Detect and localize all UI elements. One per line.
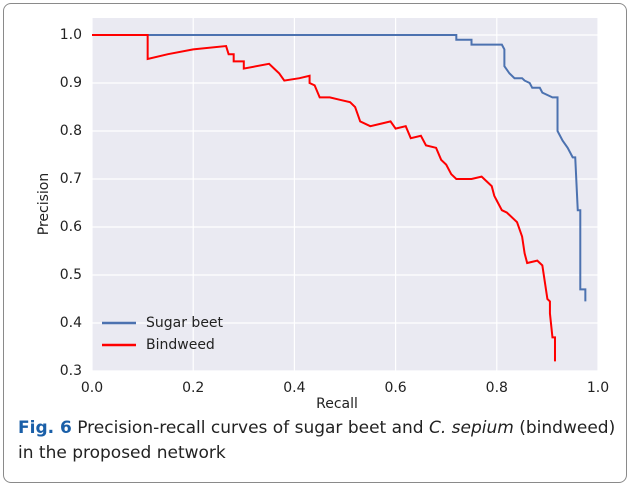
x-tick-label: 0.0 [81,380,103,396]
y-tick-label: 1.0 [60,27,82,43]
y-axis-label: Precision [36,173,52,235]
x-tick-label: 1.0 [587,380,609,396]
y-tick-label: 0.5 [60,267,82,283]
caption: Fig. 6 Precision-recall curves of sugar … [18,416,618,466]
x-tick-label: 0.4 [283,380,305,396]
y-tick-label: 0.4 [60,315,82,331]
caption-italic: C. sepium [429,418,514,438]
caption-text: Precision-recall curves of sugar beet an… [77,418,429,438]
y-tick-label: 0.8 [60,123,82,139]
y-tick-label: 0.9 [60,75,82,91]
legend-label: Sugar beet [146,315,224,331]
series-line [92,34,587,302]
caption-label: Fig. 6 [18,418,72,438]
y-tick-label: 0.7 [60,171,82,187]
y-tick-label: 0.6 [60,219,82,235]
x-axis-label: Recall [316,396,358,412]
legend-label: Bindweed [146,337,215,353]
caption-text: (bindweed) in the proposed network [18,418,616,463]
x-tick-label: 0.2 [182,380,204,396]
x-tick-label: 0.6 [384,380,406,396]
series-line [92,34,556,362]
y-tick-label: 0.3 [60,363,82,379]
x-tick-label: 0.8 [486,380,508,396]
figure-frame: Recall Precision 0.3 0.4 0.5 0.6 0.7 0.8 0.9 1.… [3,3,627,483]
chart: Recall Precision 0.3 0.4 0.5 0.6 0.7 0.8 0.9 1.… [36,18,609,412]
